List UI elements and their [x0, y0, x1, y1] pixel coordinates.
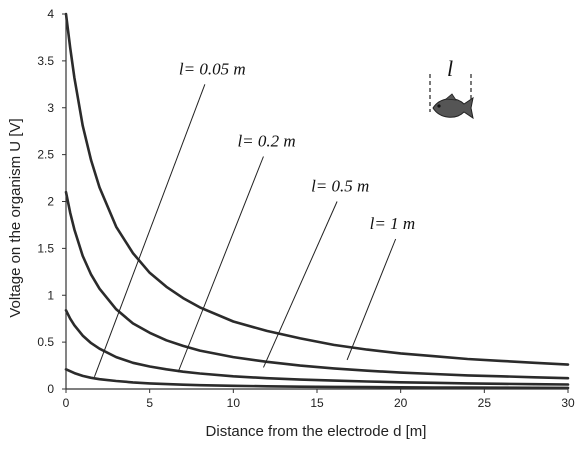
annotation-layer: l= 0.05 m l= 0.2 m l= 0.5 ml= 1 m [179, 59, 415, 233]
x-tick-label: 5 [146, 396, 153, 410]
y-tick-label: 1 [47, 288, 54, 302]
series-line-3 [64, 308, 570, 386]
y-tick-label: 0.5 [37, 335, 54, 349]
x-tick-label: 20 [394, 396, 408, 410]
x-tick-label: 25 [478, 396, 492, 410]
annotation-label-2: l= 0.2 m [237, 132, 295, 151]
series-layer [64, 12, 570, 390]
series-line-4 [64, 367, 570, 390]
y-axis-title: Voltage on the organism U [V] [7, 118, 24, 317]
y-tick-label: 0 [47, 382, 54, 396]
x-tick-label: 15 [310, 396, 324, 410]
series-line-1 [64, 12, 570, 366]
annotation-label-4: l= 1 m [370, 214, 415, 233]
x-tick-label: 10 [227, 396, 241, 410]
y-tick-label: 1.5 [37, 241, 54, 255]
series-line-2 [64, 190, 570, 380]
fish-length-inset: l [429, 56, 474, 120]
plot-frame [65, 14, 568, 390]
annotation-pointer-4 [346, 238, 397, 361]
y-tick-label: 4 [47, 7, 54, 21]
x-tick-label: 30 [561, 396, 575, 410]
fish-body [432, 96, 474, 120]
fish-icon [432, 93, 474, 120]
tick-layer: 0 5 10 15 20 25 30 0 0.5 1 1.5 2 2.5 3 3.5 4 [37, 7, 575, 410]
y-tick-label: 2.5 [37, 148, 54, 162]
annotation-pointer-layer [93, 84, 397, 377]
x-axis-title: Distance from the electrode d [m] [206, 423, 427, 440]
x-tick-label: 0 [63, 396, 70, 410]
annotation-label-3: l= 0.5 m [311, 177, 369, 196]
y-tick-label: 3.5 [37, 54, 54, 68]
fish-fin [445, 93, 457, 101]
annotation-pointer-2 [177, 156, 264, 373]
annotation-pointer-3 [262, 201, 338, 368]
fish-eye [437, 104, 441, 108]
annotation-label-1: l= 0.05 m [179, 59, 246, 78]
fish-length-label: l [447, 56, 453, 81]
annotation-pointer-1 [93, 84, 206, 377]
y-tick-label: 3 [47, 101, 54, 115]
y-tick-label: 2 [47, 195, 54, 209]
